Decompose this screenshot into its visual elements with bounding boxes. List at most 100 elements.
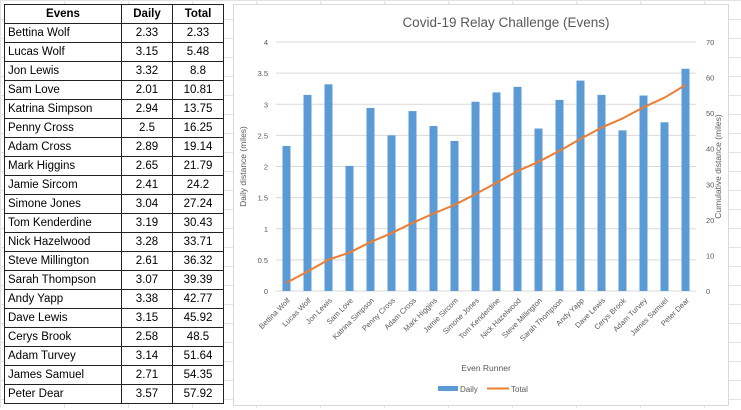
table-row: Sam Love 2.01 10.81 bbox=[4, 80, 224, 100]
daily-cell[interactable]: 3.28 bbox=[121, 232, 173, 252]
bar-daily bbox=[618, 130, 627, 291]
y2-tick-label: 10 bbox=[706, 251, 714, 260]
y2-tick-label: 30 bbox=[706, 180, 714, 189]
daily-cell[interactable]: 2.94 bbox=[121, 99, 173, 119]
table-row: Bettina Wolf 2.33 2.33 bbox=[4, 23, 224, 43]
daily-cell[interactable]: 2.33 bbox=[121, 23, 173, 43]
runner-cell[interactable]: Adam Turvey bbox=[4, 346, 122, 366]
daily-cell[interactable]: 2.5 bbox=[121, 118, 173, 138]
table-row: Dave Lewis 3.15 45.92 bbox=[4, 308, 224, 328]
runner-cell[interactable]: Jamie Sircom bbox=[4, 175, 122, 195]
total-cell[interactable]: 16.25 bbox=[172, 118, 224, 138]
column-header[interactable]: Evens bbox=[4, 4, 122, 24]
total-cell[interactable]: 36.32 bbox=[172, 251, 224, 271]
daily-cell[interactable]: 2.89 bbox=[121, 137, 173, 157]
bar-daily bbox=[471, 101, 480, 291]
line-total bbox=[286, 84, 687, 284]
total-cell[interactable]: 30.43 bbox=[172, 213, 224, 233]
runner-cell[interactable]: Simone Jones bbox=[4, 194, 122, 214]
daily-cell[interactable]: 2.41 bbox=[121, 175, 173, 195]
daily-cell[interactable]: 3.07 bbox=[121, 270, 173, 290]
total-cell[interactable]: 19.14 bbox=[172, 137, 224, 157]
total-cell[interactable]: 10.81 bbox=[172, 80, 224, 100]
table-row: Adam Turvey 3.14 51.64 bbox=[4, 346, 224, 366]
daily-cell[interactable]: 3.15 bbox=[121, 42, 173, 62]
y2-tick-label: 60 bbox=[706, 74, 714, 83]
total-cell[interactable]: 57.92 bbox=[172, 384, 224, 404]
runner-cell[interactable]: Sarah Thompson bbox=[4, 270, 122, 290]
daily-cell[interactable]: 3.14 bbox=[121, 346, 173, 366]
runner-cell[interactable]: Dave Lewis bbox=[4, 308, 122, 328]
runner-cell[interactable]: Cerys Brook bbox=[4, 327, 122, 347]
daily-cell[interactable]: 3.38 bbox=[121, 289, 173, 309]
column-header[interactable]: Daily bbox=[121, 4, 173, 24]
total-cell[interactable]: 33.71 bbox=[172, 232, 224, 252]
table-row: Cerys Brook 2.58 48.5 bbox=[4, 327, 224, 347]
daily-cell[interactable]: 2.65 bbox=[121, 156, 173, 176]
legend-total-label: Total bbox=[511, 385, 528, 394]
runner-cell[interactable]: Bettina Wolf bbox=[4, 23, 122, 43]
total-cell[interactable]: 27.24 bbox=[172, 194, 224, 214]
runner-cell[interactable]: Sam Love bbox=[4, 80, 122, 100]
runner-cell[interactable]: Nick Hazelwood bbox=[4, 232, 122, 252]
data-table: Evens Daily Total Bettina Wolf 2.33 2.33 Luca… bbox=[4, 4, 224, 404]
daily-cell[interactable]: 2.01 bbox=[121, 80, 173, 100]
daily-cell[interactable]: 3.04 bbox=[121, 194, 173, 214]
total-cell[interactable]: 45.92 bbox=[172, 308, 224, 328]
runner-cell[interactable]: Tom Kenderdine bbox=[4, 213, 122, 233]
daily-cell[interactable]: 2.61 bbox=[121, 251, 173, 271]
total-cell[interactable]: 5.48 bbox=[172, 42, 224, 62]
runner-cell[interactable]: Peter Dear bbox=[4, 384, 122, 404]
total-cell[interactable]: 51.64 bbox=[172, 346, 224, 366]
daily-cell[interactable]: 2.71 bbox=[121, 365, 173, 385]
total-cell[interactable]: 24.2 bbox=[172, 175, 224, 195]
runner-cell[interactable]: Mark Higgins bbox=[4, 156, 122, 176]
bar-daily bbox=[429, 126, 438, 291]
y-tick-label: 2.5 bbox=[258, 131, 268, 140]
y-tick-label: 3.5 bbox=[258, 69, 268, 78]
total-cell[interactable]: 21.79 bbox=[172, 156, 224, 176]
table-row: James Samuel 2.71 54.35 bbox=[4, 365, 224, 385]
daily-cell[interactable]: 3.19 bbox=[121, 213, 173, 233]
runner-cell[interactable]: Jon Lewis bbox=[4, 61, 122, 81]
table-row: Penny Cross 2.5 16.25 bbox=[4, 118, 224, 138]
runner-cell[interactable]: Penny Cross bbox=[4, 118, 122, 138]
chart-title: Covid-19 Relay Challenge (Evens) bbox=[402, 15, 609, 30]
daily-cell[interactable]: 3.57 bbox=[121, 384, 173, 404]
total-cell[interactable]: 54.35 bbox=[172, 365, 224, 385]
runner-cell[interactable]: Lucas Wolf bbox=[4, 42, 122, 62]
total-cell[interactable]: 8.8 bbox=[172, 61, 224, 81]
table-header: Evens Daily Total bbox=[4, 4, 224, 24]
runner-cell[interactable]: Steve Millington bbox=[4, 251, 122, 271]
bar-daily bbox=[576, 80, 585, 291]
total-cell[interactable]: 42.77 bbox=[172, 289, 224, 309]
table-row: Sarah Thompson 3.07 39.39 bbox=[4, 270, 224, 290]
table-row: Jon Lewis 3.32 8.8 bbox=[4, 61, 224, 81]
table-row: Katrina Simpson 2.94 13.75 bbox=[4, 99, 224, 119]
daily-cell[interactable]: 3.32 bbox=[121, 61, 173, 81]
table-row: Andy Yapp 3.38 42.77 bbox=[4, 289, 224, 309]
bar-daily bbox=[660, 122, 669, 292]
daily-cell[interactable]: 2.58 bbox=[121, 327, 173, 347]
total-cell[interactable]: 39.39 bbox=[172, 270, 224, 290]
runner-cell[interactable]: James Samuel bbox=[4, 365, 122, 385]
y-axis-title: Daily distance (miles) bbox=[238, 126, 248, 207]
y2-tick-label: 20 bbox=[706, 216, 714, 225]
bar-daily bbox=[639, 95, 648, 291]
y2-tick-label: 40 bbox=[706, 145, 714, 154]
table-row: Steve Millington 2.61 36.32 bbox=[4, 251, 224, 271]
daily-cell[interactable]: 3.15 bbox=[121, 308, 173, 328]
bar-daily bbox=[282, 145, 291, 291]
y-tick-label: 0.5 bbox=[258, 256, 268, 265]
y-tick-label: 0 bbox=[264, 287, 268, 296]
total-cell[interactable]: 48.5 bbox=[172, 327, 224, 347]
table-row: Nick Hazelwood 3.28 33.71 bbox=[4, 232, 224, 252]
runner-cell[interactable]: Adam Cross bbox=[4, 137, 122, 157]
total-cell[interactable]: 2.33 bbox=[172, 23, 224, 43]
runner-cell[interactable]: Katrina Simpson bbox=[4, 99, 122, 119]
total-cell[interactable]: 13.75 bbox=[172, 99, 224, 119]
column-header[interactable]: Total bbox=[172, 4, 224, 24]
combo-chart[interactable]: Covid-19 Relay Challenge (Evens) 0 0.5 1 1.5… bbox=[233, 4, 729, 406]
runner-cell[interactable]: Andy Yapp bbox=[4, 289, 122, 309]
y-tick-label: 1.5 bbox=[258, 194, 268, 203]
